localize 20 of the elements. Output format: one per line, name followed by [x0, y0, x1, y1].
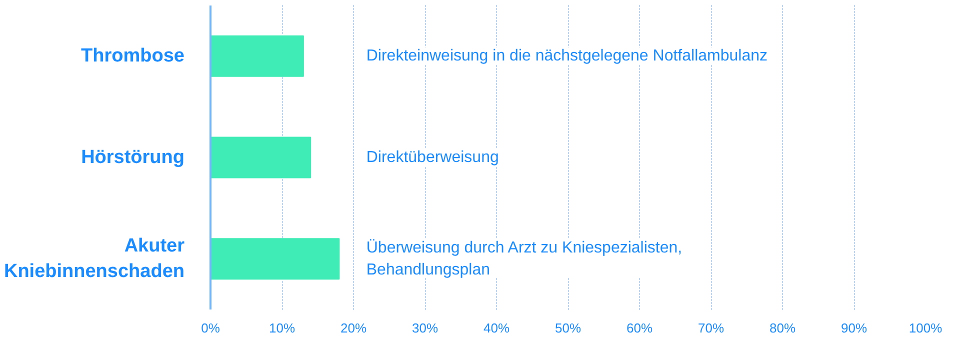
x-tick-label: 80% — [769, 320, 796, 336]
bar — [210, 35, 304, 77]
x-tick-label: 60% — [626, 320, 653, 336]
x-tick-label: 20% — [340, 320, 367, 336]
x-tick-label: 0% — [201, 320, 220, 336]
y-tick-label: Akuter Kniebinnenschaden — [4, 236, 186, 282]
x-tick-label: 30% — [412, 320, 438, 336]
x-tick-label: 40% — [483, 320, 510, 336]
x-tick-label: 100% — [908, 320, 943, 336]
y-tick-label: Thrombose — [81, 46, 184, 67]
annotation: Überweisung durch Arzt zu Kniespezialisten, Behandlungsplan — [366, 238, 682, 278]
annotation: Direkteinweisung in die nächstgelegene Notfallambulanz — [366, 48, 768, 65]
x-tick-label: 10% — [268, 320, 296, 336]
bar — [210, 238, 340, 280]
x-tick-label: 90% — [840, 320, 868, 336]
bar — [210, 136, 312, 178]
x-tick-label: 50% — [554, 320, 582, 336]
y-tick-label: Hörstörung — [81, 147, 185, 168]
annotation: Direktüberweisung — [366, 149, 499, 166]
x-tick-label: 70% — [698, 320, 724, 336]
